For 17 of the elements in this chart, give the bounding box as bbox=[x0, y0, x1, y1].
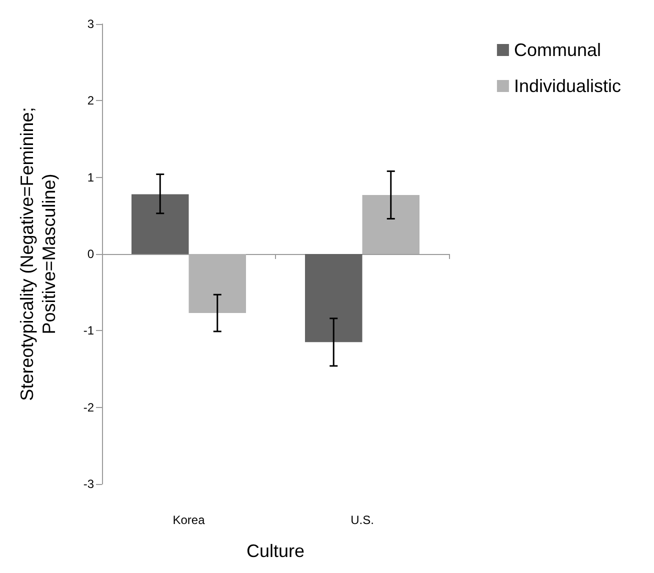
y-tick-label: 3 bbox=[87, 17, 94, 31]
bar bbox=[188, 254, 246, 314]
y-tick-label: 1 bbox=[87, 170, 94, 184]
y-tick-label: -1 bbox=[83, 324, 94, 338]
y-tick-label: 2 bbox=[87, 94, 94, 108]
x-axis-title: Culture bbox=[246, 541, 305, 561]
y-tick-label: 0 bbox=[87, 247, 94, 261]
legend-label: Individualistic bbox=[514, 76, 622, 96]
x-tick-label: Korea bbox=[172, 513, 206, 527]
bar bbox=[131, 194, 189, 254]
y-axis-title: Stereotypicality (Negative=Feminine; Positive=Masculine) bbox=[17, 107, 59, 401]
bar bbox=[362, 194, 420, 254]
x-tick-label: U.S. bbox=[350, 513, 374, 527]
bar bbox=[304, 254, 362, 342]
y-tick-label: -2 bbox=[83, 400, 94, 414]
y-tick-label: -3 bbox=[83, 477, 94, 491]
legend-label: Communal bbox=[514, 40, 601, 60]
